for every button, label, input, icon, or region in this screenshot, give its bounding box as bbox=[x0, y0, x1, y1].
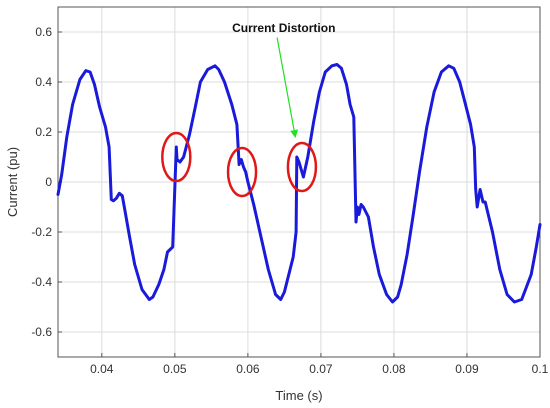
distortion-circle-3 bbox=[286, 141, 318, 193]
x-tick-label: 0.05 bbox=[163, 362, 187, 376]
highlights-group bbox=[161, 131, 318, 198]
x-tick-label: 0.04 bbox=[90, 362, 114, 376]
axis-ticks: 0.04 0.05 0.06 0.07 0.08 0.09 0.1 -0.6 -0.4 -0.2 0… bbox=[31, 25, 548, 376]
distortion-circle-2 bbox=[226, 146, 258, 198]
x-tick-label: 0.07 bbox=[309, 362, 333, 376]
y-tick-label: -0.6 bbox=[31, 325, 52, 339]
distortion-circle-1 bbox=[161, 131, 192, 183]
annotation-arrow bbox=[276, 37, 299, 138]
annotations-group: Current Distortion bbox=[232, 21, 335, 138]
y-tick-label: -0.2 bbox=[31, 225, 52, 239]
series-line-1 bbox=[56, 63, 542, 304]
y-axis-label: Current (pu) bbox=[5, 147, 20, 217]
x-tick-label: 0.1 bbox=[532, 362, 549, 376]
x-tick-label: 0.08 bbox=[382, 362, 406, 376]
annotation-text: Current Distortion bbox=[232, 21, 335, 35]
series-group bbox=[56, 63, 542, 304]
y-tick-label: 0.4 bbox=[35, 75, 52, 89]
x-tick-label: 0.09 bbox=[455, 362, 479, 376]
y-tick-label: 0.2 bbox=[35, 125, 52, 139]
y-tick-label: 0.6 bbox=[35, 25, 52, 39]
y-tick-label: 0 bbox=[45, 175, 52, 189]
y-tick-label: -0.4 bbox=[31, 275, 52, 289]
x-axis-label: Time (s) bbox=[275, 388, 322, 403]
x-tick-label: 0.06 bbox=[236, 362, 260, 376]
